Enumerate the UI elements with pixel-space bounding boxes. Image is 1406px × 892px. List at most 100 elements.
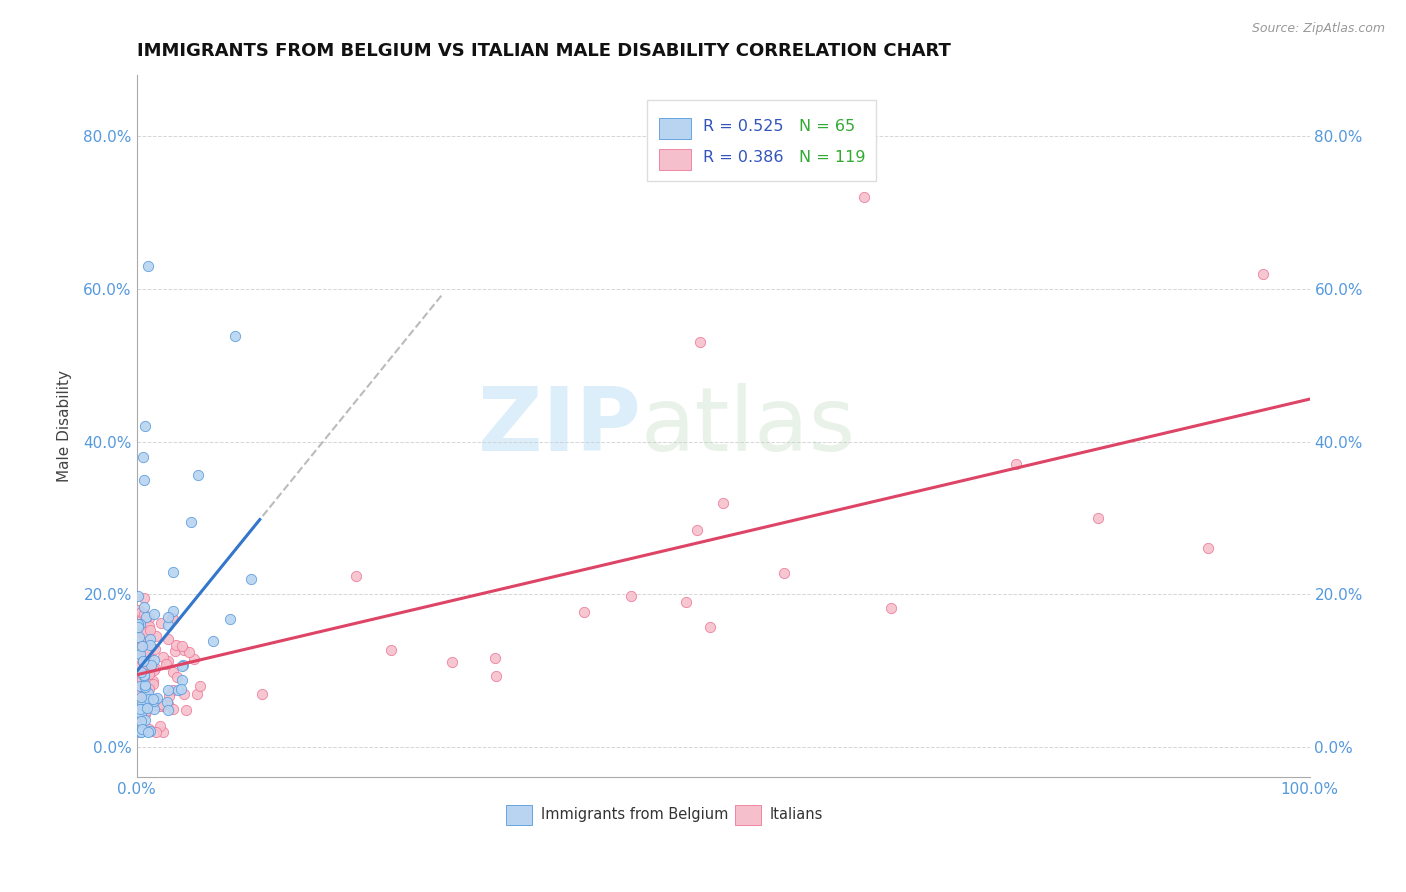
Point [132, 724, 155, 739]
Point [127, 681, 149, 696]
Point [162, 665, 184, 679]
Point [127, 670, 149, 684]
Text: N = 65: N = 65 [800, 119, 855, 134]
Point [574, 605, 596, 619]
Point [139, 657, 162, 672]
Text: Italians: Italians [770, 807, 824, 822]
Point [156, 703, 179, 717]
Point [135, 609, 157, 624]
Point [162, 604, 184, 618]
Text: ZIP: ZIP [478, 383, 641, 470]
Point [485, 669, 508, 683]
Point [149, 719, 172, 733]
Y-axis label: Male Disability: Male Disability [58, 370, 72, 483]
Point [129, 624, 152, 639]
Point [127, 589, 149, 603]
Point [136, 623, 159, 637]
Point [135, 701, 157, 715]
FancyBboxPatch shape [658, 119, 692, 139]
Point [699, 620, 721, 634]
Point [139, 663, 162, 677]
Point [138, 682, 160, 697]
Text: atlas: atlas [641, 383, 856, 470]
Point [138, 666, 160, 681]
Point [143, 642, 166, 657]
Text: N = 119: N = 119 [800, 150, 866, 165]
Point [170, 681, 193, 696]
Point [162, 611, 184, 625]
Point [162, 612, 184, 626]
Point [134, 678, 156, 692]
Point [131, 654, 153, 668]
Point [129, 724, 152, 739]
Point [711, 496, 734, 510]
Point [128, 670, 150, 684]
Point [173, 687, 195, 701]
Point [129, 617, 152, 632]
Point [177, 645, 200, 659]
Point [128, 695, 150, 709]
Point [219, 612, 242, 626]
Point [134, 636, 156, 650]
Point [135, 704, 157, 718]
Point [167, 682, 190, 697]
Point [142, 702, 165, 716]
Point [138, 722, 160, 736]
Point [131, 605, 153, 619]
Point [138, 691, 160, 706]
Point [128, 631, 150, 645]
Point [131, 450, 153, 464]
Point [132, 657, 155, 671]
Point [139, 651, 162, 665]
Point [145, 724, 167, 739]
Point [138, 685, 160, 699]
Point [152, 650, 174, 665]
Point [150, 699, 173, 714]
Point [156, 657, 179, 671]
Point [131, 640, 153, 654]
Point [139, 723, 162, 738]
Point [127, 651, 149, 665]
Point [132, 702, 155, 716]
Point [129, 724, 152, 739]
Point [156, 695, 179, 709]
Point [135, 633, 157, 648]
Point [152, 724, 174, 739]
Point [156, 610, 179, 624]
Point [135, 691, 157, 706]
Point [157, 697, 180, 711]
Point [127, 675, 149, 690]
Point [131, 612, 153, 626]
Point [344, 569, 367, 583]
Point [484, 651, 506, 665]
Point [172, 673, 194, 687]
Point [620, 589, 643, 603]
Point [187, 467, 209, 482]
Point [146, 691, 169, 706]
Point [129, 665, 152, 680]
Point [1251, 267, 1274, 281]
Point [675, 595, 697, 609]
Point [142, 607, 165, 622]
Point [150, 698, 173, 712]
Point [127, 681, 149, 695]
Point [145, 629, 167, 643]
Point [166, 670, 188, 684]
Point [157, 618, 180, 632]
Point [170, 658, 193, 673]
Point [128, 641, 150, 656]
Point [132, 639, 155, 653]
Point [157, 689, 180, 703]
Point [186, 687, 208, 701]
Point [132, 591, 155, 605]
Point [129, 624, 152, 639]
Point [149, 616, 172, 631]
Point [183, 652, 205, 666]
Point [128, 603, 150, 617]
FancyBboxPatch shape [506, 805, 531, 824]
Point [129, 714, 152, 728]
Point [129, 706, 152, 721]
Point [162, 565, 184, 579]
Point [136, 674, 159, 689]
Point [131, 700, 153, 714]
